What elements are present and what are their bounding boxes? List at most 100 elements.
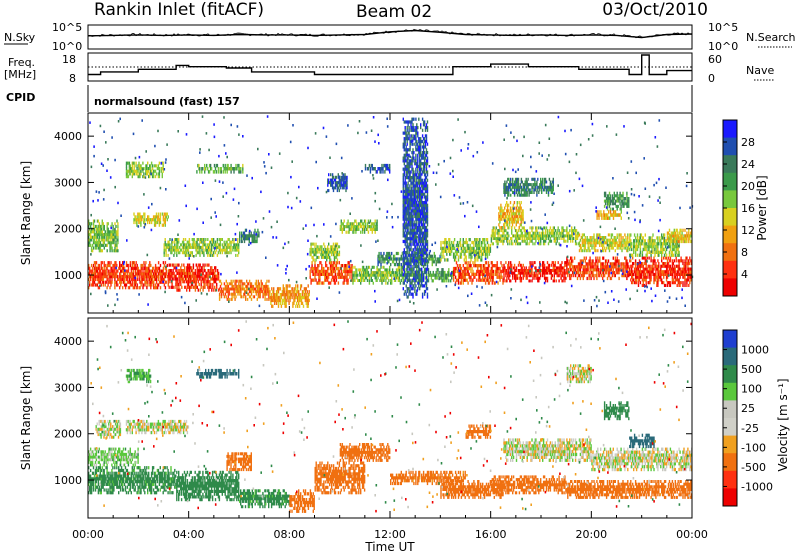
heatmap-cell (511, 237, 512, 240)
heatmap-cell (167, 213, 168, 216)
heatmap-cell (449, 241, 450, 244)
heatmap-cell (641, 273, 642, 276)
heatmap-cell (155, 218, 156, 221)
heatmap-cell (559, 272, 560, 275)
heatmap-cell (646, 278, 647, 281)
heatmap-cell (399, 276, 400, 279)
heatmap-cell (450, 244, 451, 247)
heatmap-cell (544, 274, 545, 277)
heatmap-cell (401, 279, 402, 282)
heatmap-cell (479, 276, 480, 279)
heatmap-cell (477, 258, 478, 261)
heatmap-cell (481, 244, 482, 247)
heatmap-cell (108, 238, 109, 241)
heatmap-cell (554, 232, 555, 235)
heatmap-cell (248, 293, 249, 296)
heatmap-cell (672, 259, 673, 262)
heatmap-cell (240, 282, 241, 285)
heatmap-cell (516, 212, 517, 215)
heatmap-cell (653, 281, 654, 284)
heatmap-cell (164, 246, 165, 249)
heatmap-cell (566, 265, 567, 268)
heatmap-cell (153, 267, 154, 270)
heatmap-cell (206, 164, 207, 168)
heatmap-cell (347, 279, 348, 282)
heatmap-cell (112, 228, 113, 231)
heatmap-cell (511, 264, 512, 267)
heatmap-cell (590, 268, 591, 271)
heatmap-cell (158, 164, 159, 167)
heatmap-cell (240, 170, 241, 174)
heatmap-cell (534, 261, 535, 264)
heatmap-cell (364, 279, 365, 282)
heatmap-cell (229, 290, 230, 293)
heatmap-cell (497, 281, 498, 284)
heatmap-cell (214, 170, 215, 174)
heatmap-cell (220, 251, 221, 254)
heatmap-cell (146, 278, 147, 281)
heatmap-cell (143, 261, 144, 264)
heatmap-cell (358, 228, 359, 231)
heatmap-cell (488, 270, 489, 273)
heatmap-cell (298, 290, 299, 293)
heatmap-cell (310, 270, 311, 273)
heatmap-cell (130, 172, 131, 175)
heatmap-cell (238, 251, 239, 254)
heatmap-cell (216, 243, 217, 246)
heatmap-cell (352, 266, 353, 269)
heatmap-cell (399, 260, 400, 263)
heatmap-cell (224, 246, 225, 249)
heatmap-cell (506, 279, 507, 282)
heatmap-cell (508, 269, 509, 272)
heatmap-cell (96, 247, 97, 250)
heatmap-cell (546, 226, 547, 229)
heatmap-cell (92, 249, 93, 252)
heatmap-cell (672, 276, 673, 279)
heatmap-cell (544, 266, 545, 269)
heatmap-cell (576, 242, 577, 245)
heatmap-cell (116, 281, 117, 284)
heatmap-cell (336, 264, 337, 267)
heatmap-cell (208, 289, 209, 292)
heatmap-cell (135, 164, 136, 167)
heatmap-cell (588, 277, 589, 280)
heatmap-cell (92, 267, 93, 270)
heatmap-cell (92, 270, 93, 273)
heatmap-cell (663, 257, 664, 260)
heatmap-cell (676, 259, 677, 262)
heatmap-cell (647, 268, 648, 271)
heatmap-cell (353, 231, 354, 234)
heatmap-cell (474, 276, 475, 279)
heatmap-cell (507, 212, 508, 215)
heatmap-cell (230, 246, 231, 249)
heatmap-cell (205, 238, 206, 241)
heatmap-cell (389, 268, 390, 271)
heatmap-cell (199, 170, 200, 174)
heatmap-cell (466, 255, 467, 258)
heatmap-cell (444, 258, 445, 261)
heatmap-cell (374, 266, 375, 269)
heatmap-cell (536, 226, 537, 229)
heatmap-cell (174, 241, 175, 244)
heatmap-cell (323, 281, 324, 284)
heatmap-cell (111, 281, 112, 284)
heatmap-cell (476, 279, 477, 282)
heatmap-cell (91, 264, 92, 267)
heatmap-cell (102, 230, 103, 233)
heatmap-cell (144, 215, 145, 218)
heatmap-cell (137, 170, 138, 173)
heatmap-cell (251, 293, 252, 296)
heatmap-cell (175, 275, 176, 278)
heatmap-cell (490, 250, 491, 253)
heatmap-cell (512, 277, 513, 280)
heatmap-cell (310, 245, 311, 248)
heatmap-cell (267, 285, 268, 288)
heatmap-cell (89, 241, 90, 244)
heatmap-cell (508, 261, 509, 264)
heatmap-cell (450, 279, 451, 282)
heatmap-cell (189, 241, 190, 244)
heatmap-cell (244, 282, 245, 285)
heatmap-cell (145, 261, 146, 264)
heatmap-cell (606, 259, 607, 262)
heatmap-cell (438, 271, 439, 274)
